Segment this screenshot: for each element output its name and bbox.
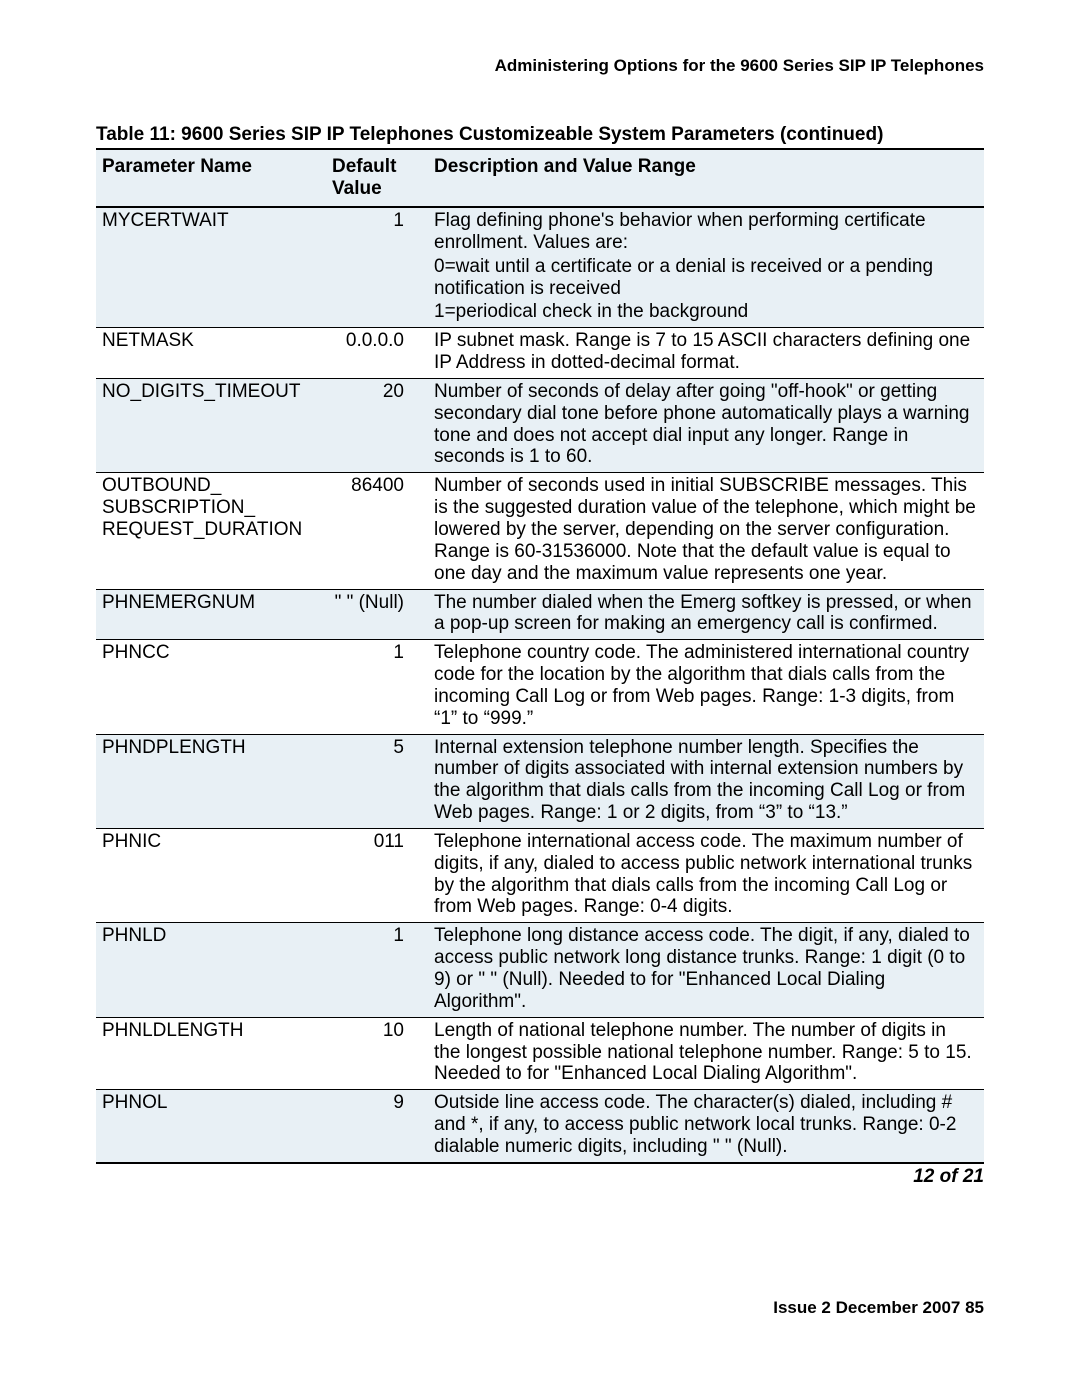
table-row: PHNDPLENGTH5Internal extension telephone… [96, 734, 984, 828]
param-desc-cell: Telephone country code. The administered… [428, 640, 984, 734]
param-desc-line: The number dialed when the Emerg softkey… [434, 592, 976, 636]
table-body: MYCERTWAIT1Flag defining phone's behavio… [96, 207, 984, 1162]
param-desc-line: IP subnet mask. Range is 7 to 15 ASCII c… [434, 330, 976, 374]
param-name-cell: NO_DIGITS_TIMEOUT [96, 378, 326, 472]
param-desc-line: Internal extension telephone number leng… [434, 737, 976, 824]
table-row: OUTBOUND_ SUBSCRIPTION_ REQUEST_DURATION… [96, 473, 984, 589]
param-default-cell: 20 [326, 378, 428, 472]
param-default-cell: 011 [326, 828, 428, 922]
param-desc-cell: Length of national telephone number. The… [428, 1017, 984, 1090]
param-name-cell: PHNEMERGNUM [96, 589, 326, 640]
param-name-cell: PHNLD [96, 923, 326, 1017]
param-name-cell: PHNOL [96, 1090, 326, 1162]
table-row: MYCERTWAIT1Flag defining phone's behavio… [96, 207, 984, 328]
table-row: PHNLD1Telephone long distance access cod… [96, 923, 984, 1017]
col-header-desc: Description and Value Range [428, 149, 984, 207]
param-default-cell: 10 [326, 1017, 428, 1090]
param-name-cell: PHNLDLENGTH [96, 1017, 326, 1090]
table-row: PHNLDLENGTH10Length of national telephon… [96, 1017, 984, 1090]
param-desc-cell: The number dialed when the Emerg softkey… [428, 589, 984, 640]
page-footer: Issue 2 December 2007 85 [96, 1298, 984, 1318]
param-default-cell: " " (Null) [326, 589, 428, 640]
param-desc-cell: Number of seconds of delay after going "… [428, 378, 984, 472]
param-default-cell: 0.0.0.0 [326, 328, 428, 379]
param-desc-line: Telephone international access code. The… [434, 831, 976, 918]
param-desc-line: Flag defining phone's behavior when perf… [434, 210, 976, 254]
table-row: PHNIC011Telephone international access c… [96, 828, 984, 922]
table-row: PHNEMERGNUM" " (Null)The number dialed w… [96, 589, 984, 640]
param-desc-line: 1=periodical check in the background [434, 301, 976, 323]
param-name-cell: MYCERTWAIT [96, 207, 326, 328]
table-row: NO_DIGITS_TIMEOUT20Number of seconds of … [96, 378, 984, 472]
param-name-cell: PHNIC [96, 828, 326, 922]
param-desc-line: Outside line access code. The character(… [434, 1092, 976, 1158]
table-row: PHNOL9Outside line access code. The char… [96, 1090, 984, 1162]
table-header-row: Parameter Name Default Value Description… [96, 149, 984, 207]
param-desc-line: Length of national telephone number. The… [434, 1020, 976, 1086]
param-desc-line: Number of seconds used in initial SUBSCR… [434, 475, 976, 584]
param-desc-line: Telephone long distance access code. The… [434, 925, 976, 1012]
param-desc-cell: Number of seconds used in initial SUBSCR… [428, 473, 984, 589]
param-desc-cell: Internal extension telephone number leng… [428, 734, 984, 828]
param-desc-line: Telephone country code. The administered… [434, 642, 976, 729]
param-name-cell: NETMASK [96, 328, 326, 379]
param-desc-line: Number of seconds of delay after going "… [434, 381, 976, 468]
col-header-default: Default Value [326, 149, 428, 207]
param-desc-line: 0=wait until a certificate or a denial i… [434, 256, 976, 300]
document-page: Administering Options for the 9600 Serie… [0, 0, 1080, 1358]
col-header-name: Parameter Name [96, 149, 326, 207]
param-default-cell: 1 [326, 923, 428, 1017]
param-name-cell: PHNDPLENGTH [96, 734, 326, 828]
parameters-table: Parameter Name Default Value Description… [96, 148, 984, 1162]
param-default-cell: 1 [326, 207, 428, 328]
table-pagination: 12 of 21 [96, 1162, 984, 1188]
running-header: Administering Options for the 9600 Serie… [96, 56, 984, 76]
param-default-cell: 86400 [326, 473, 428, 589]
param-default-cell: 5 [326, 734, 428, 828]
table-title: Table 11: 9600 Series SIP IP Telephones … [96, 124, 984, 146]
param-name-cell: PHNCC [96, 640, 326, 734]
table-row: NETMASK0.0.0.0IP subnet mask. Range is 7… [96, 328, 984, 379]
param-default-cell: 9 [326, 1090, 428, 1162]
param-desc-cell: IP subnet mask. Range is 7 to 15 ASCII c… [428, 328, 984, 379]
param-desc-cell: Telephone international access code. The… [428, 828, 984, 922]
param-desc-cell: Flag defining phone's behavior when perf… [428, 207, 984, 328]
table-row: PHNCC1Telephone country code. The admini… [96, 640, 984, 734]
param-desc-cell: Telephone long distance access code. The… [428, 923, 984, 1017]
param-desc-cell: Outside line access code. The character(… [428, 1090, 984, 1162]
param-name-cell: OUTBOUND_ SUBSCRIPTION_ REQUEST_DURATION [96, 473, 326, 589]
param-default-cell: 1 [326, 640, 428, 734]
